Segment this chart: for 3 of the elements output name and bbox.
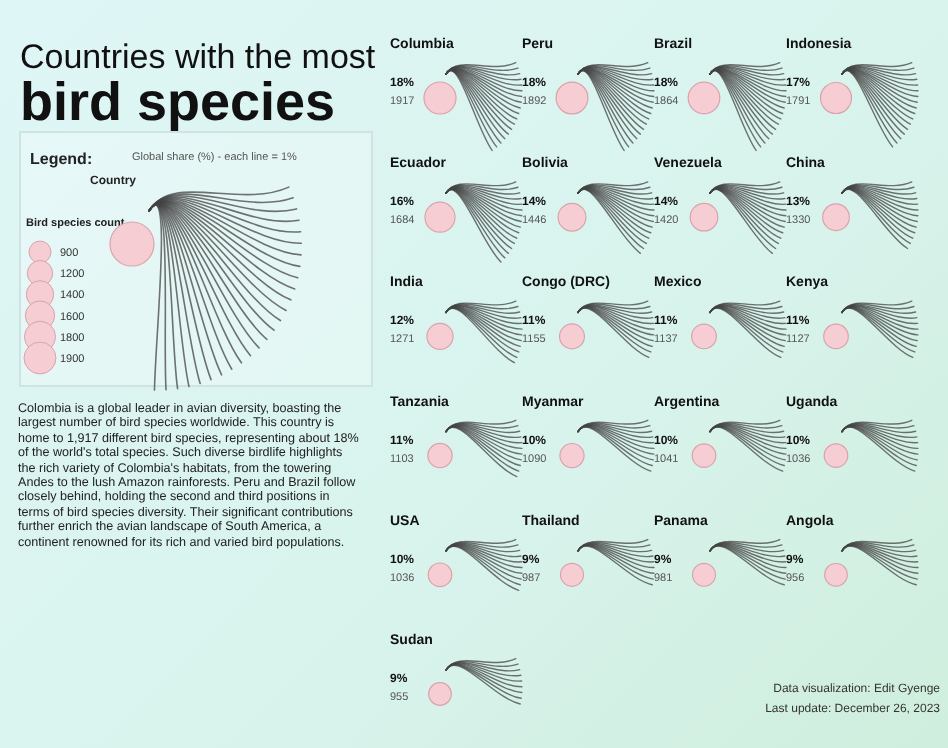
text: Countries with the most xyxy=(20,38,376,76)
text: bird species xyxy=(20,72,336,132)
legend-title: Legend: xyxy=(30,150,93,168)
